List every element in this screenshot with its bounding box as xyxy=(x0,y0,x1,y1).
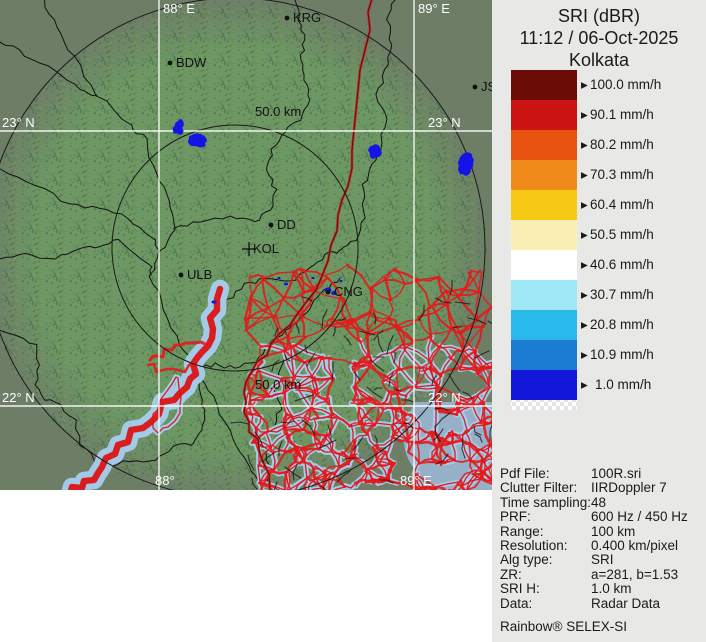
svg-text:▸: ▸ xyxy=(581,107,588,122)
svg-text:▸: ▸ xyxy=(581,77,588,92)
svg-text:▸: ▸ xyxy=(581,197,588,212)
svg-text:20.8 mm/h: 20.8 mm/h xyxy=(590,317,654,332)
svg-text:22° N: 22° N xyxy=(428,390,461,405)
svg-text:▸: ▸ xyxy=(581,167,588,182)
svg-text:50.0 km: 50.0 km xyxy=(255,104,301,119)
svg-text:CNG: CNG xyxy=(334,284,363,299)
svg-text:23° N: 23° N xyxy=(428,115,461,130)
svg-text:BDW: BDW xyxy=(176,55,207,70)
svg-text:100.0 mm/h: 100.0 mm/h xyxy=(590,77,661,92)
svg-text:▸: ▸ xyxy=(581,287,588,302)
svg-text:30.7 mm/h: 30.7 mm/h xyxy=(590,287,654,302)
svg-text:88° E: 88° E xyxy=(163,1,195,16)
svg-text:ULB: ULB xyxy=(187,267,212,282)
svg-text:▸: ▸ xyxy=(581,377,588,392)
svg-text:90.1 mm/h: 90.1 mm/h xyxy=(590,107,654,122)
svg-text:▸: ▸ xyxy=(581,137,588,152)
svg-text:88°: 88° xyxy=(155,473,175,488)
svg-text:KRG: KRG xyxy=(293,10,321,25)
svg-text:▸: ▸ xyxy=(581,257,588,272)
svg-text:22° N: 22° N xyxy=(2,390,35,405)
svg-text:1.0 mm/h: 1.0 mm/h xyxy=(595,377,651,392)
svg-text:50.0 km: 50.0 km xyxy=(255,377,301,392)
svg-text:89° E: 89° E xyxy=(418,1,450,16)
svg-text:40.6 mm/h: 40.6 mm/h xyxy=(590,257,654,272)
svg-text:60.4 mm/h: 60.4 mm/h xyxy=(590,197,654,212)
svg-text:50.5 mm/h: 50.5 mm/h xyxy=(590,227,654,242)
svg-text:KOL: KOL xyxy=(253,241,279,256)
svg-text:80.2 mm/h: 80.2 mm/h xyxy=(590,137,654,152)
svg-text:10.9 mm/h: 10.9 mm/h xyxy=(590,347,654,362)
svg-text:JSP: JSP xyxy=(481,79,492,94)
svg-text:23° N: 23° N xyxy=(2,115,35,130)
svg-text:70.3 mm/h: 70.3 mm/h xyxy=(590,167,654,182)
svg-text:▸: ▸ xyxy=(581,347,588,362)
svg-text:▸: ▸ xyxy=(581,227,588,242)
svg-text:DD: DD xyxy=(277,217,296,232)
svg-text:▸: ▸ xyxy=(581,317,588,332)
svg-text:89° E: 89° E xyxy=(400,473,432,488)
